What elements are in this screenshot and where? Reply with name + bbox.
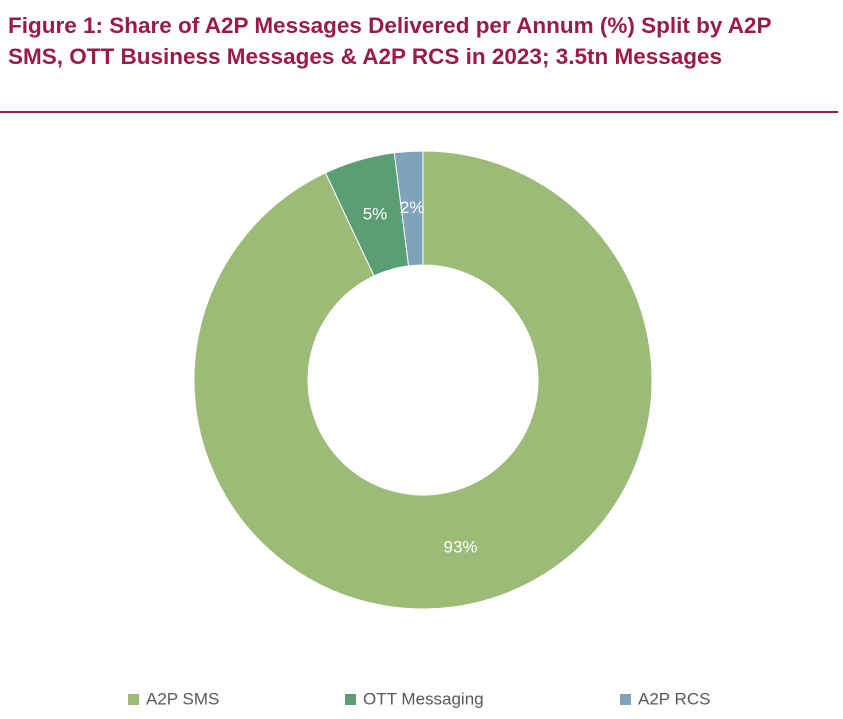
title-rule — [0, 111, 838, 113]
legend-swatch — [345, 694, 356, 705]
legend-swatch — [128, 694, 139, 705]
slice — [193, 150, 653, 610]
legend-label: OTT Messaging — [363, 689, 484, 708]
chart-title: Figure 1: Share of A2P Messages Delivere… — [8, 13, 772, 69]
data-label: 5% — [363, 204, 388, 223]
data-label: 2% — [400, 198, 425, 217]
legend-swatch — [620, 694, 631, 705]
legend-label: A2P SMS — [146, 689, 219, 708]
data-label: 93% — [444, 537, 478, 556]
legend-label: A2P RCS — [638, 689, 710, 708]
slice — [393, 150, 424, 267]
